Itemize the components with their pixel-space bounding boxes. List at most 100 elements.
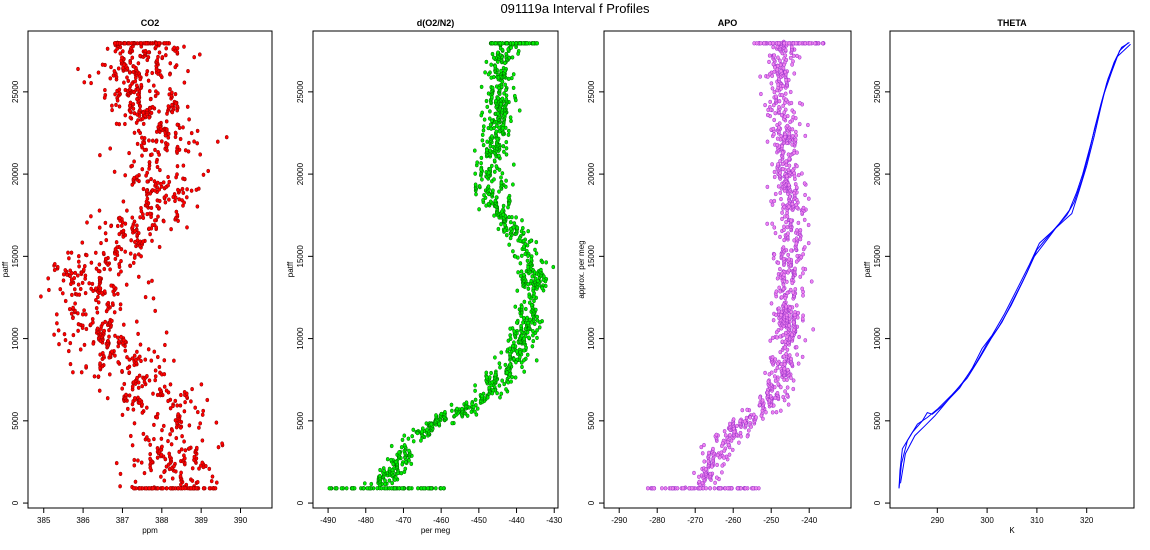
x-tick-label: -460	[433, 516, 450, 525]
data-point	[758, 74, 763, 79]
data-point	[134, 120, 139, 125]
data-point	[108, 267, 112, 272]
data-point	[215, 139, 220, 144]
data-point	[504, 51, 509, 57]
data-point	[792, 71, 797, 76]
x-tick-label: 290	[931, 516, 945, 525]
data-point	[119, 258, 123, 264]
data-point	[782, 41, 787, 46]
data-point	[675, 486, 680, 491]
data-point	[207, 486, 212, 491]
data-point	[163, 200, 168, 205]
data-point	[787, 323, 792, 328]
data-point	[113, 41, 117, 46]
data-point	[784, 304, 789, 309]
data-point	[147, 226, 152, 231]
data-point	[503, 82, 508, 87]
data-point	[178, 403, 183, 408]
data-point	[526, 286, 531, 291]
data-point	[99, 240, 103, 246]
data-point	[801, 271, 805, 276]
data-point	[772, 374, 777, 379]
y-tick-label: 15000	[587, 245, 596, 268]
data-point	[521, 272, 526, 277]
data-point	[541, 277, 546, 282]
data-point	[161, 423, 166, 429]
data-point	[138, 104, 143, 109]
data-point	[136, 230, 141, 236]
data-point	[144, 486, 148, 491]
data-point	[497, 189, 501, 194]
data-point	[180, 186, 185, 192]
data-point	[147, 486, 152, 491]
data-point	[327, 486, 332, 491]
data-point	[800, 316, 805, 321]
data-point	[490, 118, 494, 123]
data-point	[443, 409, 447, 415]
data-point	[778, 385, 783, 390]
data-point	[792, 312, 797, 318]
data-point	[184, 195, 189, 200]
data-point	[793, 116, 798, 121]
data-point	[201, 172, 206, 177]
plot-frame	[889, 30, 1135, 509]
data-point	[80, 312, 85, 317]
data-point	[103, 220, 108, 226]
data-point	[139, 358, 143, 364]
data-point	[66, 348, 71, 354]
data-point	[526, 265, 530, 270]
data-point	[500, 126, 505, 131]
data-point	[407, 448, 411, 453]
y-tick-label: 25000	[873, 80, 882, 103]
data-point	[52, 332, 56, 337]
data-point	[392, 486, 397, 491]
data-point	[715, 453, 720, 458]
y-tick-label: 5000	[587, 411, 596, 429]
data-point	[784, 220, 788, 225]
data-point	[76, 322, 81, 327]
data-point	[532, 298, 536, 304]
data-point	[783, 69, 788, 75]
data-point	[720, 441, 725, 446]
data-point	[140, 384, 145, 389]
data-point	[710, 464, 714, 469]
data-point	[118, 215, 122, 220]
data-point	[508, 326, 513, 331]
data-point	[39, 294, 43, 299]
data-point	[75, 273, 80, 278]
data-point	[692, 470, 696, 476]
data-point	[737, 440, 741, 445]
data-point	[789, 309, 794, 315]
data-point	[485, 395, 490, 400]
data-point	[67, 256, 71, 261]
data-point	[182, 389, 187, 395]
data-point	[491, 188, 495, 193]
y-axis-label: patff	[286, 261, 295, 277]
data-point	[113, 333, 117, 338]
data-point	[767, 59, 771, 65]
y-tick-label: 15000	[11, 245, 20, 268]
data-point	[787, 353, 792, 358]
data-point	[100, 62, 105, 67]
data-point	[148, 456, 152, 461]
y-tick-label: 20000	[11, 162, 20, 185]
data-point	[777, 121, 782, 126]
data-point	[775, 276, 780, 281]
data-point	[60, 291, 65, 296]
data-point	[185, 104, 190, 109]
y-tick-label: 0	[587, 500, 596, 505]
data-point	[220, 441, 224, 446]
data-point	[484, 203, 489, 208]
data-point	[503, 362, 508, 368]
data-point	[496, 226, 501, 232]
data-point	[192, 139, 196, 144]
data-point	[132, 353, 137, 358]
data-point	[775, 136, 780, 141]
data-point	[803, 133, 808, 139]
data-point	[739, 434, 743, 439]
data-point	[798, 228, 803, 233]
data-point	[793, 266, 797, 271]
data-point	[131, 407, 136, 412]
data-point	[141, 431, 146, 437]
data-point	[512, 329, 517, 334]
